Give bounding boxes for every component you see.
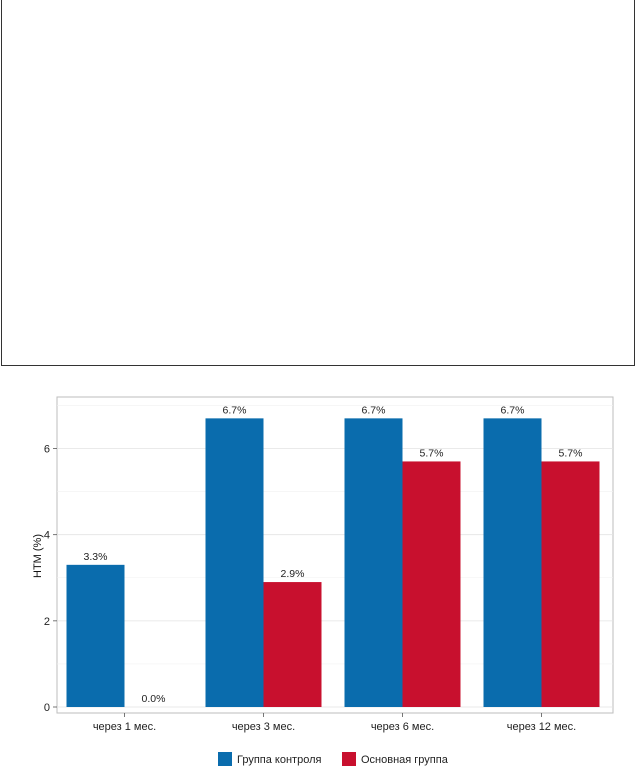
x-tick-label: через 1 мес.: [93, 721, 156, 733]
bar-main-3: [402, 461, 461, 707]
legend: Группа контроля Основная группа: [218, 752, 449, 766]
y-axis-title: НТМ (%): [32, 534, 44, 578]
legend-swatch-main: [342, 752, 356, 766]
blank-panel: [1, 0, 635, 366]
y-tick-label: 0: [44, 702, 50, 714]
bar-control-3: [344, 418, 403, 707]
data-label: 6.7%: [362, 404, 386, 416]
data-label: 5.7%: [559, 447, 583, 459]
bars: [66, 418, 600, 707]
bar-control-4: [483, 418, 542, 707]
data-label: 3.3%: [84, 551, 108, 563]
y-tick-label: 6: [44, 444, 50, 456]
x-axis: через 1 мес. через 3 мес. через 6 мес. чере…: [93, 713, 576, 733]
data-label: 6.7%: [501, 404, 525, 416]
bar-control-1: [66, 564, 125, 707]
bar-main-2: [263, 582, 322, 707]
y-tick-label: 4: [44, 530, 50, 542]
legend-swatch-control: [218, 752, 232, 766]
x-tick-label: через 3 мес.: [232, 721, 295, 733]
bar-control-2: [205, 418, 264, 707]
x-tick-label: через 12 мес.: [507, 721, 576, 733]
data-label: 6.7%: [223, 404, 247, 416]
data-label: 0.0%: [142, 693, 166, 705]
y-axis: 0 2 4 6: [44, 444, 57, 714]
legend-label-main: Основная группа: [361, 754, 449, 766]
y-tick-label: 2: [44, 616, 50, 628]
data-label: 5.7%: [420, 447, 444, 459]
x-tick-label: через 6 мес.: [371, 721, 434, 733]
legend-label-control: Группа контроля: [237, 754, 321, 766]
data-label: 2.9%: [281, 568, 305, 580]
bar-chart: 0 2 4 6 3.3% 0.0% 6.7% 2.9% 6.7% 5.7% 6.7% 5.7% че…: [32, 396, 614, 766]
bar-main-4: [541, 461, 600, 707]
data-labels: 3.3% 0.0% 6.7% 2.9% 6.7% 5.7% 6.7% 5.7%: [84, 404, 583, 705]
